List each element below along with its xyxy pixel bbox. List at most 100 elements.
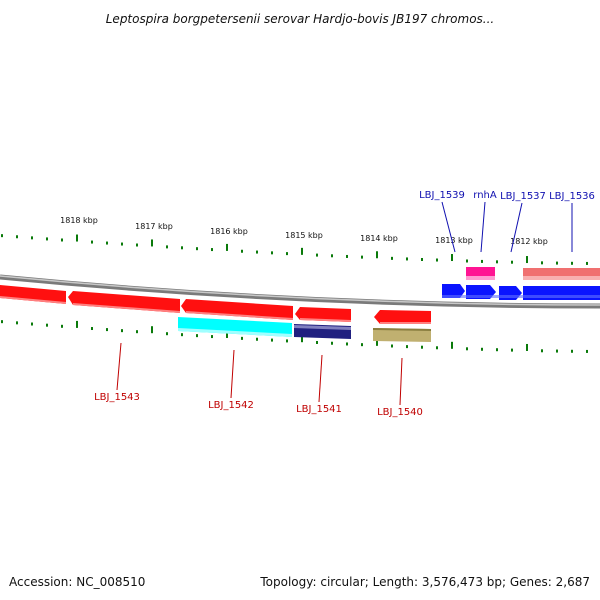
map-title: Leptospira borgpetersenii serovar Hardjo…	[106, 12, 495, 26]
minor-tick	[436, 258, 438, 262]
chromosome-backbone-highlight	[0, 275, 600, 306]
minor-tick	[391, 344, 393, 348]
gene-arrow-LBJ_1541[interactable]	[295, 307, 351, 322]
major-tick	[226, 330, 228, 338]
minor-tick	[241, 336, 243, 340]
minor-tick	[16, 321, 18, 325]
minor-tick	[481, 347, 483, 351]
gene-feature-shade	[466, 276, 495, 280]
gene-arrow-LBJ_1543[interactable]	[68, 291, 180, 313]
minor-tick	[196, 247, 198, 251]
gene-feature-shade	[186, 311, 293, 320]
minor-tick	[16, 235, 18, 239]
gene-feature-shade	[178, 328, 292, 337]
minor-tick	[496, 348, 498, 352]
label-leader	[480, 201, 486, 253]
scale-label: 1816 kbp	[210, 227, 248, 236]
feature-box-khaki[interactable]	[373, 328, 431, 342]
minor-tick	[166, 245, 168, 249]
gene-label-bottom[interactable]: LBJ_1542	[208, 400, 254, 411]
minor-tick	[556, 349, 558, 353]
major-tick	[451, 254, 453, 262]
minor-tick	[31, 236, 33, 240]
gene-feature-shade	[442, 295, 600, 298]
scale-labels: 1818 kbp 1817 kbp 1816 kbp 1815 kbp 1814…	[60, 216, 548, 246]
minor-tick	[541, 349, 543, 353]
gene-arrow-LBJ_1542[interactable]	[181, 299, 293, 320]
gene-label-bottom[interactable]: LBJ_1543	[94, 392, 140, 403]
scale-label: 1813 kbp	[435, 236, 473, 245]
gene-label-top[interactable]: LBJ_1536	[549, 191, 595, 202]
minor-tick	[211, 248, 213, 252]
major-tick	[376, 251, 378, 259]
label-leader	[510, 202, 523, 253]
gene-feature-shade	[294, 325, 351, 330]
minor-tick	[121, 242, 123, 246]
minor-tick	[211, 335, 213, 339]
gene-feature-shade	[380, 322, 431, 324]
minor-tick	[256, 250, 258, 254]
major-tick	[526, 256, 528, 264]
minor-tick	[316, 340, 318, 344]
minor-tick	[136, 330, 138, 334]
minor-tick	[46, 237, 48, 241]
minor-tick	[91, 327, 93, 331]
reverse-gene-labels: LBJ_1543 LBJ_1542 LBJ_1541 LBJ_1540	[94, 342, 423, 418]
label-leader	[116, 342, 122, 391]
minor-tick	[31, 322, 33, 326]
major-tick	[76, 320, 78, 328]
gene-arrow-LBJ_1540[interactable]	[374, 310, 431, 324]
scale-label: 1812 kbp	[510, 237, 548, 246]
minor-tick	[181, 246, 183, 250]
minor-tick	[361, 255, 363, 259]
scale-label: 1817 kbp	[135, 222, 173, 231]
gene-feature-shade	[300, 318, 351, 322]
major-tick	[301, 247, 303, 255]
gene-label-top[interactable]: LBJ_1537	[500, 191, 546, 202]
label-leader	[441, 201, 456, 253]
major-tick	[301, 335, 303, 343]
minor-tick	[106, 328, 108, 332]
minor-tick	[571, 261, 573, 265]
accession-text: Accession: NC_008510	[9, 575, 145, 589]
minor-tick	[136, 243, 138, 247]
minor-tick	[511, 348, 513, 352]
minor-tick	[1, 234, 3, 238]
gene-label-top[interactable]: rnhA	[473, 190, 497, 201]
lower-scale-track	[1, 320, 588, 353]
minor-tick	[421, 257, 423, 261]
minor-tick	[121, 329, 123, 333]
gene-feature-shade	[373, 328, 431, 331]
scale-label: 1815 kbp	[285, 231, 323, 240]
minor-tick	[1, 320, 3, 324]
gene-label-bottom[interactable]: LBJ_1540	[377, 407, 423, 418]
minor-tick	[436, 346, 438, 350]
major-tick	[151, 239, 153, 247]
label-leader	[318, 354, 323, 403]
minor-tick	[286, 339, 288, 343]
major-tick	[226, 243, 228, 251]
minor-tick	[106, 241, 108, 245]
label-leader	[230, 349, 235, 399]
gene-arrow-LBJ_1539[interactable]	[442, 284, 465, 298]
upper-scale-track	[1, 234, 588, 265]
gene-feature-shade	[73, 303, 180, 313]
minor-tick	[46, 323, 48, 327]
gene-feature-shade	[523, 276, 600, 280]
label-leader	[399, 357, 403, 406]
scale-label: 1818 kbp	[60, 216, 98, 225]
gene-label-bottom[interactable]: LBJ_1541	[296, 404, 342, 415]
minor-tick	[481, 259, 483, 263]
minor-tick	[466, 347, 468, 351]
gene-label-top[interactable]: LBJ_1539	[419, 190, 465, 201]
minor-tick	[61, 238, 63, 242]
minor-tick	[556, 261, 558, 265]
major-tick	[376, 338, 378, 346]
minor-tick	[166, 332, 168, 336]
chromosome-backbone	[0, 274, 600, 309]
minor-tick	[196, 334, 198, 338]
minor-tick	[406, 257, 408, 261]
forward-gene-labels: LBJ_1539 rnhA LBJ_1537 LBJ_1536	[419, 190, 595, 253]
major-tick	[151, 326, 153, 334]
